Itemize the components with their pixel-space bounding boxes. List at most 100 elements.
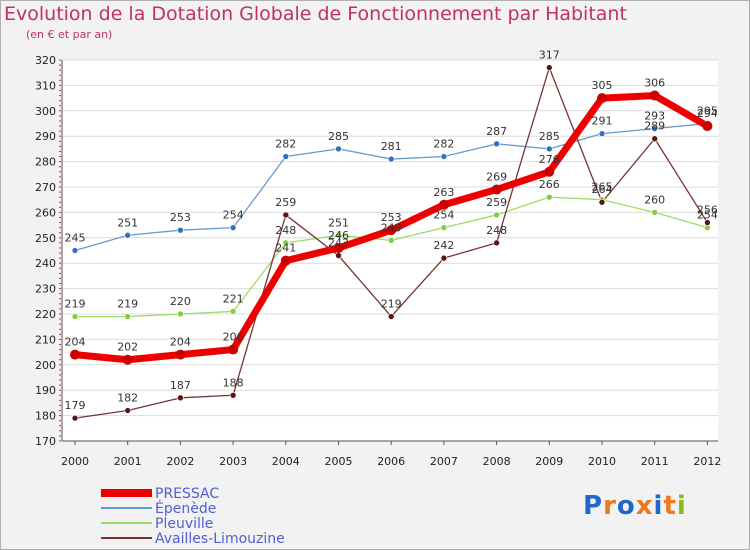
- data-label: 276: [539, 153, 560, 166]
- data-label: 246: [328, 229, 349, 242]
- data-label: 253: [381, 211, 402, 224]
- x-tick-label: 2000: [61, 455, 89, 468]
- data-point: [282, 153, 290, 160]
- logo-letter: t: [663, 491, 677, 521]
- data-label: 219: [381, 298, 402, 311]
- data-label: 241: [275, 242, 296, 255]
- y-tick-label: 320: [35, 54, 56, 67]
- data-point: [282, 239, 290, 247]
- data-label: 206: [223, 331, 244, 344]
- legend-label: Pleuville: [155, 516, 213, 532]
- data-label: 249: [381, 221, 402, 234]
- data-label: 182: [117, 392, 138, 405]
- data-label: 202: [117, 341, 138, 354]
- data-label: 256: [697, 204, 718, 217]
- data-point: [335, 145, 342, 153]
- data-point: [335, 231, 342, 239]
- data-point: [229, 391, 237, 399]
- data-label: 291: [592, 115, 613, 128]
- data-label: 220: [170, 295, 191, 308]
- data-point: [597, 93, 607, 104]
- data-point: [71, 414, 79, 422]
- data-label: 266: [539, 178, 560, 191]
- data-label: 254: [697, 209, 718, 222]
- y-tick-label: 310: [35, 79, 56, 92]
- data-point: [177, 310, 184, 318]
- x-tick-label: 2003: [219, 455, 247, 468]
- data-point: [122, 354, 133, 365]
- data-point: [386, 225, 397, 236]
- data-point: [71, 247, 79, 254]
- y-tick-label: 210: [35, 333, 56, 346]
- data-point: [702, 121, 713, 132]
- data-point: [493, 239, 500, 247]
- data-point: [438, 199, 449, 210]
- data-point: [598, 198, 606, 206]
- legend-label: PRESSAC: [155, 486, 219, 502]
- data-label: 305: [592, 79, 613, 92]
- proxiti-logo: Proxiti: [583, 491, 687, 521]
- grid-lines: [62, 59, 718, 442]
- data-label: 306: [644, 77, 665, 90]
- x-tick-label: 2008: [483, 455, 511, 468]
- data-point: [440, 224, 448, 231]
- data-label: 248: [486, 224, 507, 237]
- x-tick-label: 2006: [377, 455, 405, 468]
- data-label: 253: [170, 211, 191, 224]
- data-label: 294: [697, 107, 718, 120]
- data-label: 242: [433, 239, 454, 252]
- data-point: [493, 140, 500, 148]
- data-point: [545, 145, 553, 153]
- data-label: 187: [170, 379, 191, 392]
- tick-labels: 170 180 190 200 210 220 230 240 250 260 270 280 290 3…: [35, 54, 721, 468]
- data-point: [282, 211, 290, 219]
- chart-subtitle: (en € et par an): [26, 28, 113, 41]
- data-point: [704, 219, 711, 226]
- data-point: [229, 308, 237, 315]
- data-labels: 204 202 204 206 241 246 253 263 269 276 305 306 294 2…: [65, 49, 718, 413]
- data-label: 263: [433, 186, 454, 199]
- data-point: [177, 226, 184, 234]
- y-tick-label: 300: [35, 105, 56, 118]
- y-tick-label: 260: [35, 206, 56, 219]
- data-point: [70, 349, 80, 360]
- y-tick-label: 190: [35, 384, 56, 397]
- data-point: [124, 407, 131, 414]
- data-point: [440, 153, 448, 160]
- data-label: 204: [170, 336, 191, 349]
- data-label: 287: [486, 125, 507, 138]
- data-point: [387, 155, 395, 163]
- legend: PRESSACÉpenèdePleuvilleAvailles-Limouzin…: [101, 486, 285, 547]
- data-point: [177, 394, 184, 402]
- x-tick-label: 2007: [430, 455, 458, 468]
- data-label: 219: [65, 298, 86, 311]
- data-point: [333, 242, 344, 253]
- x-tick-label: 2001: [114, 455, 142, 468]
- y-tick-label: 290: [35, 130, 56, 143]
- data-label: 219: [117, 298, 138, 311]
- y-tick-label: 250: [35, 232, 56, 245]
- axes: [59, 59, 718, 445]
- y-tick-label: 240: [35, 257, 56, 270]
- data-label: 204: [65, 336, 86, 349]
- data-label: 264: [592, 183, 613, 196]
- data-point: [280, 255, 291, 266]
- data-label: 281: [381, 140, 402, 153]
- x-tick-label: 2002: [166, 455, 194, 468]
- data-point: [649, 90, 660, 101]
- data-label: 285: [328, 130, 349, 143]
- data-label: 293: [644, 110, 665, 123]
- data-point: [598, 130, 606, 137]
- data-point: [175, 349, 186, 360]
- data-point: [491, 184, 502, 195]
- logo-letter: i: [653, 491, 664, 521]
- data-label: 269: [486, 171, 507, 184]
- data-label: 260: [644, 193, 665, 206]
- data-label: 179: [65, 399, 86, 412]
- data-label: 317: [539, 49, 560, 62]
- data-point: [440, 254, 448, 262]
- x-tick-label: 2010: [588, 455, 616, 468]
- data-point: [228, 344, 239, 355]
- data-label: 289: [644, 120, 665, 133]
